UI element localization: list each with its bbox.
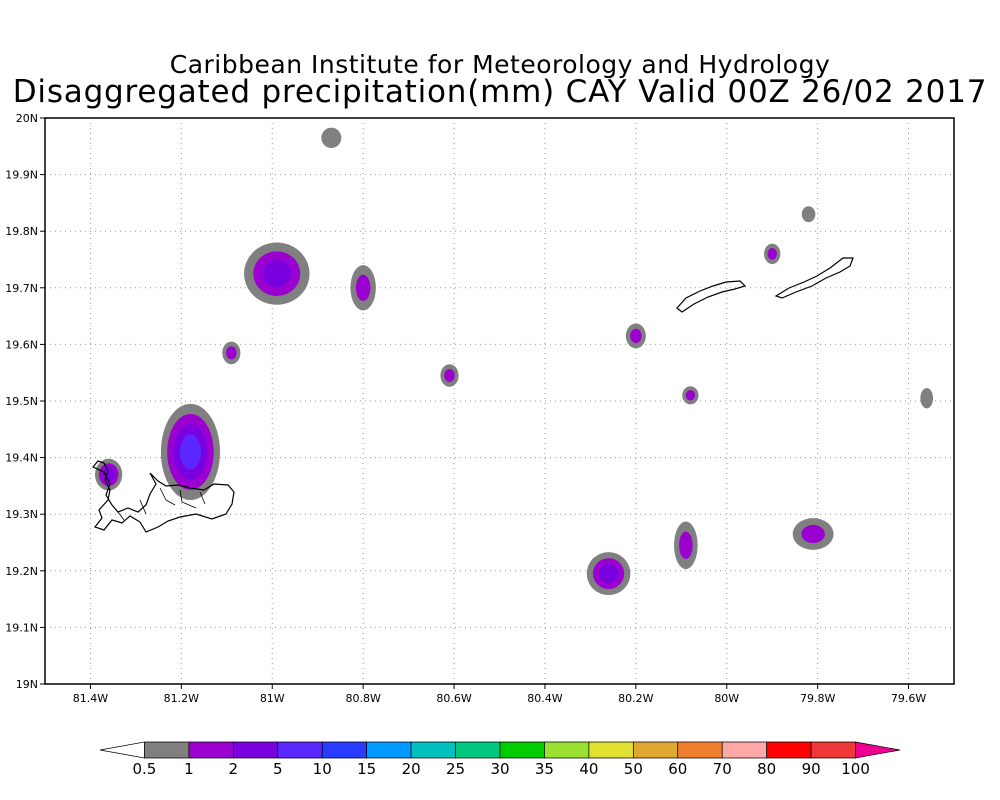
precip-contour — [179, 434, 202, 470]
colorbar-swatch — [766, 741, 812, 759]
y-tick-label: 19N — [16, 678, 38, 691]
y-tick-label: 19.8N — [5, 225, 38, 238]
colorbar-label: 30 — [490, 760, 509, 778]
precip-contour — [262, 260, 291, 288]
precip-contour — [444, 369, 455, 383]
colorbar-swatch — [455, 741, 501, 759]
precip-contour — [679, 531, 693, 559]
colorbar-label: 100 — [841, 760, 870, 778]
precip-contour — [920, 387, 934, 409]
colorbar-swatch — [721, 741, 768, 759]
precip-contour — [801, 524, 825, 544]
precip-contour — [599, 564, 619, 583]
colorbar-swatch — [677, 741, 723, 759]
colorbar-label: 70 — [713, 760, 732, 778]
x-tick-label: 79.6W — [891, 692, 926, 705]
y-tick-label: 19.2N — [5, 565, 38, 578]
map-frame — [44, 117, 955, 685]
colorbar: 0.5 1 2 5 10 15 20 25 30 35 40 50 60 70 80 90 100 — [99, 741, 901, 778]
y-tick-label: 19.7N — [5, 282, 38, 295]
colorbar-label: 20 — [402, 760, 421, 778]
precipitation-cells — [94, 127, 934, 596]
y-tick-label: 19.9N — [5, 169, 38, 182]
chart-subtitle: Disaggregated precipitation(mm) CAY Vali… — [12, 74, 988, 110]
colorbar-label: 10 — [313, 760, 332, 778]
precip-cell — [222, 341, 241, 365]
colorbar-swatch — [232, 741, 279, 759]
colorbar-swatch — [188, 741, 234, 759]
colorbar-swatch — [99, 741, 145, 759]
precip-cell — [764, 243, 781, 265]
colorbar-label: 0.5 — [133, 760, 157, 778]
precip-contour — [801, 206, 816, 223]
colorbar-label: 90 — [802, 760, 821, 778]
precip-cell — [440, 364, 459, 387]
precip-cell — [94, 458, 123, 491]
precip-cell — [625, 323, 646, 349]
precip-cell — [244, 242, 310, 305]
island-outlines — [92, 257, 854, 533]
precip-contour — [102, 467, 115, 482]
axis-ticks: 81.4W 81.2W 81W 80.8W 80.6W 80.4W 80.2W 80W 79.8… — [5, 112, 926, 705]
x-tick-label: 81.2W — [164, 692, 199, 705]
y-tick-label: 19.5N — [5, 395, 38, 408]
precip-cell — [321, 127, 342, 148]
colorbar-swatch — [544, 741, 590, 759]
y-tick-label: 19.4N — [5, 452, 38, 465]
precip-cell — [160, 403, 220, 501]
x-tick-label: 81W — [260, 692, 285, 705]
x-tick-label: 80.8W — [345, 692, 380, 705]
chart-title: Caribbean Institute for Meteorology and … — [169, 50, 831, 79]
precip-cell — [792, 518, 834, 550]
y-tick-label: 19.3N — [5, 508, 38, 521]
x-tick-label: 81.4W — [73, 692, 108, 705]
colorbar-label: 35 — [535, 760, 554, 778]
grand-cayman-inner-lines — [117, 487, 206, 521]
colorbar-label: 40 — [579, 760, 598, 778]
precip-cell — [682, 386, 699, 405]
grand-cayman-outline — [92, 460, 235, 533]
colorbar-label: 1 — [184, 760, 194, 778]
colorbar-swatch — [632, 741, 679, 759]
x-tick-label: 79.8W — [800, 692, 835, 705]
precip-cell — [674, 521, 698, 570]
grid-lines — [45, 117, 954, 685]
colorbar-swatch — [855, 741, 901, 759]
x-tick-label: 80.6W — [436, 692, 471, 705]
y-tick-label: 19.1N — [5, 621, 38, 634]
precip-contour — [630, 328, 642, 344]
colorbar-swatch — [366, 741, 412, 759]
colorbar-label: 15 — [357, 760, 376, 778]
precip-cell — [586, 552, 631, 596]
colorbar-label: 25 — [446, 760, 465, 778]
precip-contour — [685, 390, 696, 401]
precip-contour — [321, 127, 342, 148]
colorbar-swatch — [810, 741, 856, 759]
x-tick-label: 80W — [714, 692, 739, 705]
colorbar-label: 50 — [624, 760, 643, 778]
precip-cell — [801, 206, 816, 223]
precip-contour — [226, 346, 237, 360]
colorbar-label: 5 — [273, 760, 283, 778]
colorbar-label: 2 — [229, 760, 239, 778]
precip-cell — [920, 387, 934, 409]
x-tick-label: 80.4W — [527, 692, 562, 705]
colorbar-swatch — [588, 741, 634, 759]
colorbar-label: 80 — [757, 760, 776, 778]
precip-cell — [350, 265, 376, 311]
little-cayman-outline — [676, 280, 747, 313]
colorbar-label: 60 — [668, 760, 687, 778]
colorbar-swatch — [410, 741, 456, 759]
colorbar-swatch — [144, 741, 190, 759]
colorbar-swatch — [499, 741, 545, 759]
precip-contour — [355, 274, 371, 301]
colorbar-swatch — [321, 741, 368, 759]
y-tick-label: 20N — [16, 112, 38, 125]
colorbar-swatch — [277, 741, 323, 759]
cayman-brac-outline — [774, 257, 854, 299]
y-tick-label: 19.6N — [5, 338, 38, 351]
x-tick-label: 80.2W — [618, 692, 653, 705]
precip-contour — [767, 247, 777, 260]
